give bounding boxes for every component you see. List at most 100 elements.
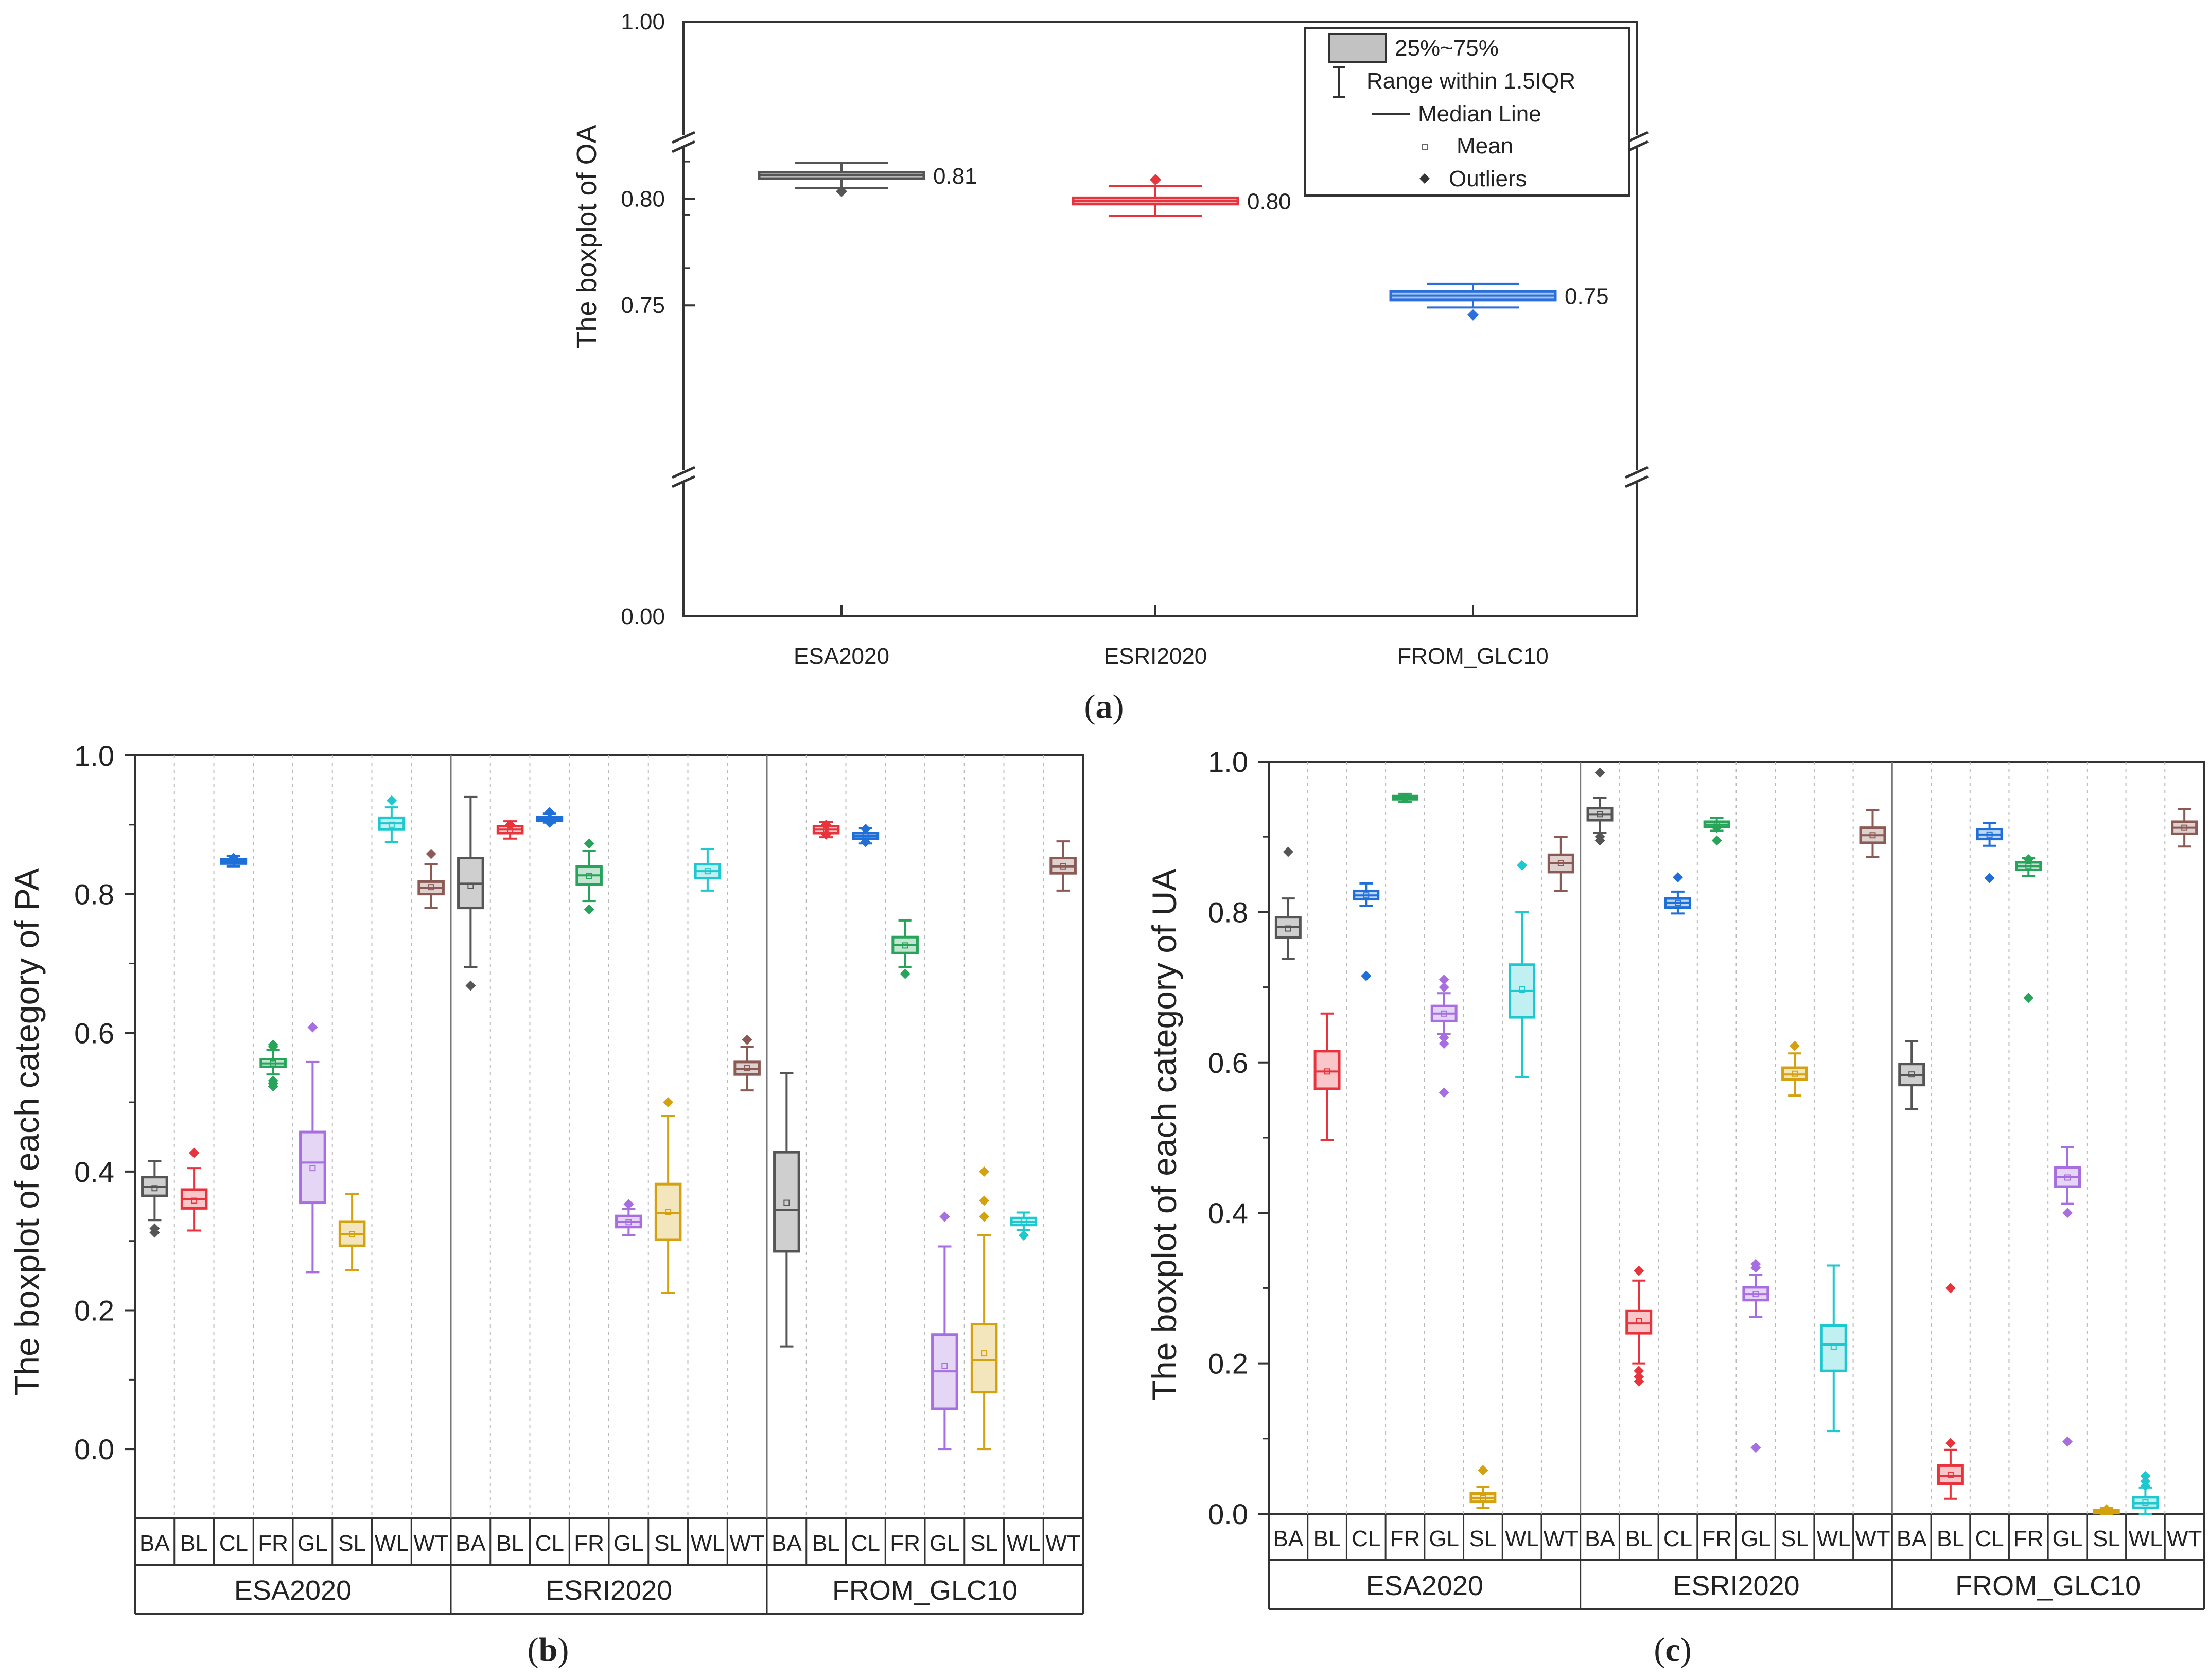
box-outlier	[1439, 974, 1449, 985]
box-outlier	[2023, 993, 2034, 1003]
y-tick-label: 0.80	[621, 186, 665, 211]
box-outlier	[2062, 1436, 2073, 1447]
box-FROM_GLC10-BL	[812, 819, 840, 840]
box-iqr-box	[1313, 1050, 1341, 1090]
box-ESRI2020-CL	[1664, 872, 1691, 915]
x-category-label: ESA2020	[794, 644, 889, 669]
class-label: GL	[297, 1531, 328, 1556]
box-outlier	[505, 819, 516, 830]
box-FROM_GLC10-CL	[852, 823, 880, 847]
box-mean	[981, 1350, 988, 1357]
box-mean	[191, 1197, 198, 1204]
box-outlier	[979, 1166, 990, 1177]
box-outlier	[149, 1223, 160, 1234]
group-label: ESRI2020	[546, 1575, 672, 1606]
y-tick-label: 0.8	[74, 878, 114, 911]
caption-open: (	[1084, 688, 1096, 726]
box-iqr-box	[773, 1151, 800, 1253]
panel-b-pa-boxplot: 1.0 0.8 0.6 0.4 0.2 0.0 The boxplot of each ca…	[8, 739, 1084, 1669]
box-mean	[1324, 1068, 1330, 1075]
box-mean	[388, 821, 395, 828]
legend-item-label: Outliers	[1449, 166, 1527, 191]
axis-break-mark	[1624, 466, 1649, 479]
box-outlier	[584, 904, 594, 915]
caption-close: )	[557, 1631, 569, 1669]
box-ESA2020-GL	[1430, 974, 1458, 1098]
box-outlier	[228, 853, 239, 863]
y-axis-title: The boxplot of each category of UA	[1145, 869, 1183, 1401]
box-outlier	[1517, 860, 1528, 871]
box-outlier	[1711, 822, 1722, 833]
class-label: FR	[890, 1531, 920, 1556]
class-label: SL	[970, 1531, 998, 1556]
y-tick-label: 0.2	[74, 1295, 114, 1327]
class-label: GL	[613, 1531, 644, 1556]
box-ESRI2020-WL	[1820, 1264, 1847, 1433]
box-outlier	[2140, 1471, 2151, 1481]
box-mean	[1986, 831, 1993, 838]
box-outlier	[860, 823, 871, 834]
oa-value-label: 0.75	[1565, 284, 1609, 309]
box-outlier	[1634, 1366, 1644, 1376]
y-tick-label: 0.6	[1208, 1047, 1248, 1079]
caption-a: (a)	[1084, 688, 1124, 726]
box-mean	[1020, 1218, 1027, 1225]
box-mean	[625, 1219, 632, 1226]
box-ESA2020-FR	[1392, 792, 1418, 803]
box-mean	[902, 942, 908, 949]
box-outlier	[1945, 1438, 1956, 1448]
class-label: SL	[654, 1531, 682, 1556]
box-mean	[1869, 832, 1876, 839]
class-label: BL	[1625, 1526, 1653, 1551]
box-ESRI2020-WL	[694, 848, 722, 892]
class-label: WT	[1544, 1526, 1579, 1551]
legend-item-label: 25%~75%	[1395, 36, 1499, 61]
class-label: SL	[1469, 1526, 1497, 1551]
legend-item-label: Mean	[1457, 133, 1513, 158]
axis-break-mark	[671, 466, 696, 479]
box-ESRI2020-SL	[654, 1097, 682, 1294]
box-ESA2020-SL	[338, 1193, 366, 1271]
box-FROM_GLC10-BA	[1898, 1040, 1925, 1110]
box-mean	[1908, 1071, 1915, 1078]
box-outlier	[268, 1081, 278, 1092]
box-outlier	[1750, 1442, 1761, 1453]
box-FROM_GLC10-WL	[2132, 1471, 2159, 1515]
box-outlier	[426, 848, 436, 859]
box-outlier	[1790, 1040, 1800, 1051]
box-ESRI2020-BL	[1625, 1265, 1653, 1387]
oa-value-label: 0.80	[1247, 189, 1291, 215]
class-label: CL	[1975, 1526, 2004, 1551]
caption-b: (b)	[528, 1631, 569, 1669]
box-outlier	[544, 807, 555, 818]
box-mean	[428, 884, 434, 891]
box-mean	[586, 873, 592, 879]
oa-outlier	[836, 185, 847, 197]
class-label: WL	[375, 1531, 409, 1556]
x-category-label: FROM_GLC10	[1397, 644, 1548, 669]
box-ESA2020-CL	[1353, 882, 1380, 981]
box-outlier	[1439, 982, 1449, 993]
box-mean	[704, 868, 711, 875]
y-tick-label: 0.4	[1208, 1197, 1248, 1229]
class-label: CL	[1352, 1526, 1380, 1551]
box-outlier	[189, 1147, 200, 1158]
class-label: BA	[455, 1531, 486, 1556]
box-ESRI2020-WT	[1859, 809, 1886, 858]
box-ESRI2020-GL	[1742, 1259, 1769, 1453]
box-ESA2020-BA	[141, 1160, 168, 1238]
box-ESRI2020-SL	[1781, 1040, 1809, 1097]
box-ESA2020-GL	[299, 1022, 326, 1274]
y-axis-title: The boxplot of each category of PA	[8, 868, 46, 1396]
class-label: BL	[1937, 1526, 1965, 1551]
box-mean	[941, 1363, 948, 1369]
legend-box-swatch	[1328, 33, 1387, 63]
caption-letter: a	[1096, 688, 1113, 726]
box-mean	[1557, 860, 1564, 866]
box-iqr-box	[1625, 1309, 1653, 1335]
class-label: GL	[2053, 1526, 2083, 1551]
box-iqr-box	[654, 1182, 682, 1241]
group-label: ESA2020	[234, 1575, 352, 1606]
class-label: FR	[258, 1531, 288, 1556]
class-label: FR	[2013, 1526, 2044, 1551]
